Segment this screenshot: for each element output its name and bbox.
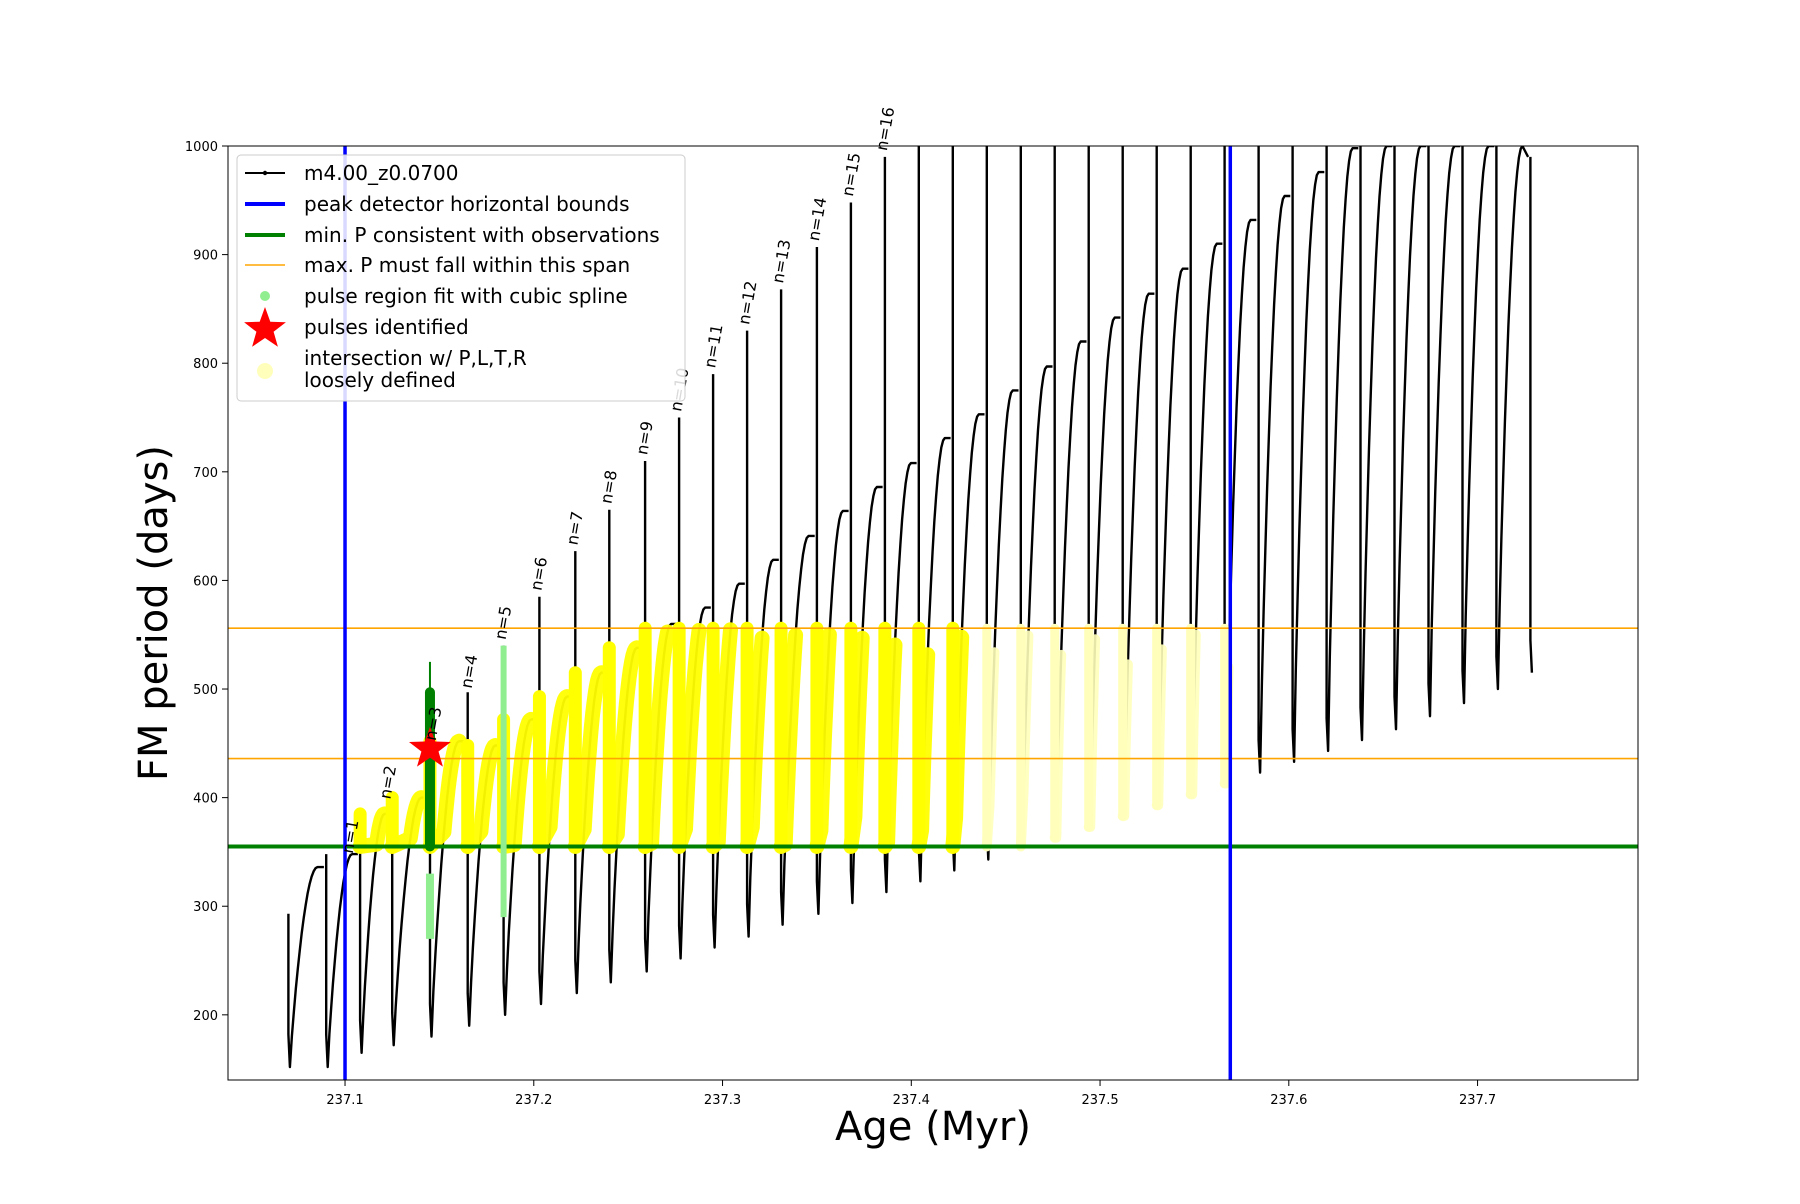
plot-frame <box>227 145 1639 1081</box>
legend-label-4: max. P must fall within this span <box>304 253 630 277</box>
legend-label-7-line2: loosely defined <box>304 368 456 392</box>
legend-label-7: intersection w/ P,L,T,R <box>304 346 527 370</box>
pulse-annotation-8: n=8 <box>596 469 621 506</box>
pulse-annotation-7: n=7 <box>562 510 587 547</box>
y-tick-label: 700 <box>193 466 218 481</box>
intersection-region-6 <box>460 738 503 854</box>
track-pulse-1 <box>287 865 324 1069</box>
pulse-annotation-4: n=4 <box>457 653 482 690</box>
track-pulse-36 <box>1495 146 1530 691</box>
intersection-region-11 <box>637 624 675 854</box>
x-tick-label: 237.3 <box>704 1093 741 1108</box>
track-pulse-2 <box>325 852 358 1069</box>
x-tick-label: 237.2 <box>515 1093 552 1108</box>
intersection-region-10 <box>601 640 645 854</box>
pulse-annotation-11: n=11 <box>700 323 726 370</box>
legend-box <box>236 154 686 402</box>
legend-handle-track-marker <box>262 170 268 176</box>
pulse-annotation-3: n=3 <box>421 705 446 742</box>
pulse-annotation-5: n=5 <box>491 604 516 641</box>
y-tick-label: 900 <box>193 249 218 264</box>
legend-label-2: peak detector horizontal bounds <box>304 192 630 216</box>
legend-handle-spline <box>260 291 270 301</box>
legend-label-5: pulse region fit with cubic spline <box>304 284 628 308</box>
intersection-region-8 <box>531 689 575 854</box>
x-tick-label: 237.4 <box>893 1093 930 1108</box>
legend-handle-intersection <box>257 363 273 379</box>
track-pulse-32 <box>1359 146 1393 742</box>
y-tick-label: 300 <box>193 900 218 915</box>
y-tick-label: 800 <box>193 357 218 372</box>
x-tick-label: 237.1 <box>326 1093 363 1108</box>
track-pulse-30 <box>1291 146 1325 763</box>
y-tick-label: 400 <box>193 792 218 807</box>
intersection-region-3 <box>352 806 393 854</box>
y-tick-label: 500 <box>193 683 218 698</box>
legend-handle-star <box>244 307 286 347</box>
y-tick-label: 600 <box>193 574 218 589</box>
track-pulse-33 <box>1393 146 1427 731</box>
intersection-region-4 <box>384 790 429 854</box>
legend-label-1: m4.00_z0.0700 <box>304 161 459 185</box>
track-pulse-35 <box>1461 146 1495 705</box>
pulse-annotation-6: n=6 <box>527 555 552 592</box>
pulse-annotation-13: n=13 <box>768 238 794 285</box>
y-tick-label: 1000 <box>185 140 218 155</box>
x-tick-label: 237.6 <box>1270 1093 1307 1108</box>
x-axis-label: Age (Myr) <box>835 1104 1031 1150</box>
pulse-annotation-16: n=16 <box>872 106 898 153</box>
track-pulse-37 <box>1529 156 1534 673</box>
intersection-region-7 <box>496 711 539 854</box>
x-tick-label: 237.7 <box>1459 1093 1496 1108</box>
track-pulse-31 <box>1325 146 1359 753</box>
intersection-region-5 <box>422 733 467 854</box>
track-pulse-34 <box>1427 146 1461 718</box>
x-tick-label: 237.5 <box>1081 1093 1118 1108</box>
legend-label-6: pulses identified <box>304 315 469 339</box>
y-axis-label: FM period (days) <box>131 445 177 781</box>
legend-label-3: min. P consistent with observations <box>304 223 660 247</box>
y-tick-label: 200 <box>193 1009 218 1024</box>
pulse-identified-star <box>409 726 451 767</box>
intersection-region-9 <box>567 665 609 854</box>
pulse-annotation-12: n=12 <box>734 279 760 326</box>
pulse-annotation-9: n=9 <box>632 420 657 457</box>
intersection-region-12 <box>671 622 707 854</box>
track-pulse-29 <box>1257 146 1291 774</box>
pulse-annotation-15: n=15 <box>838 151 864 198</box>
pulse-annotation-14: n=14 <box>804 196 830 243</box>
